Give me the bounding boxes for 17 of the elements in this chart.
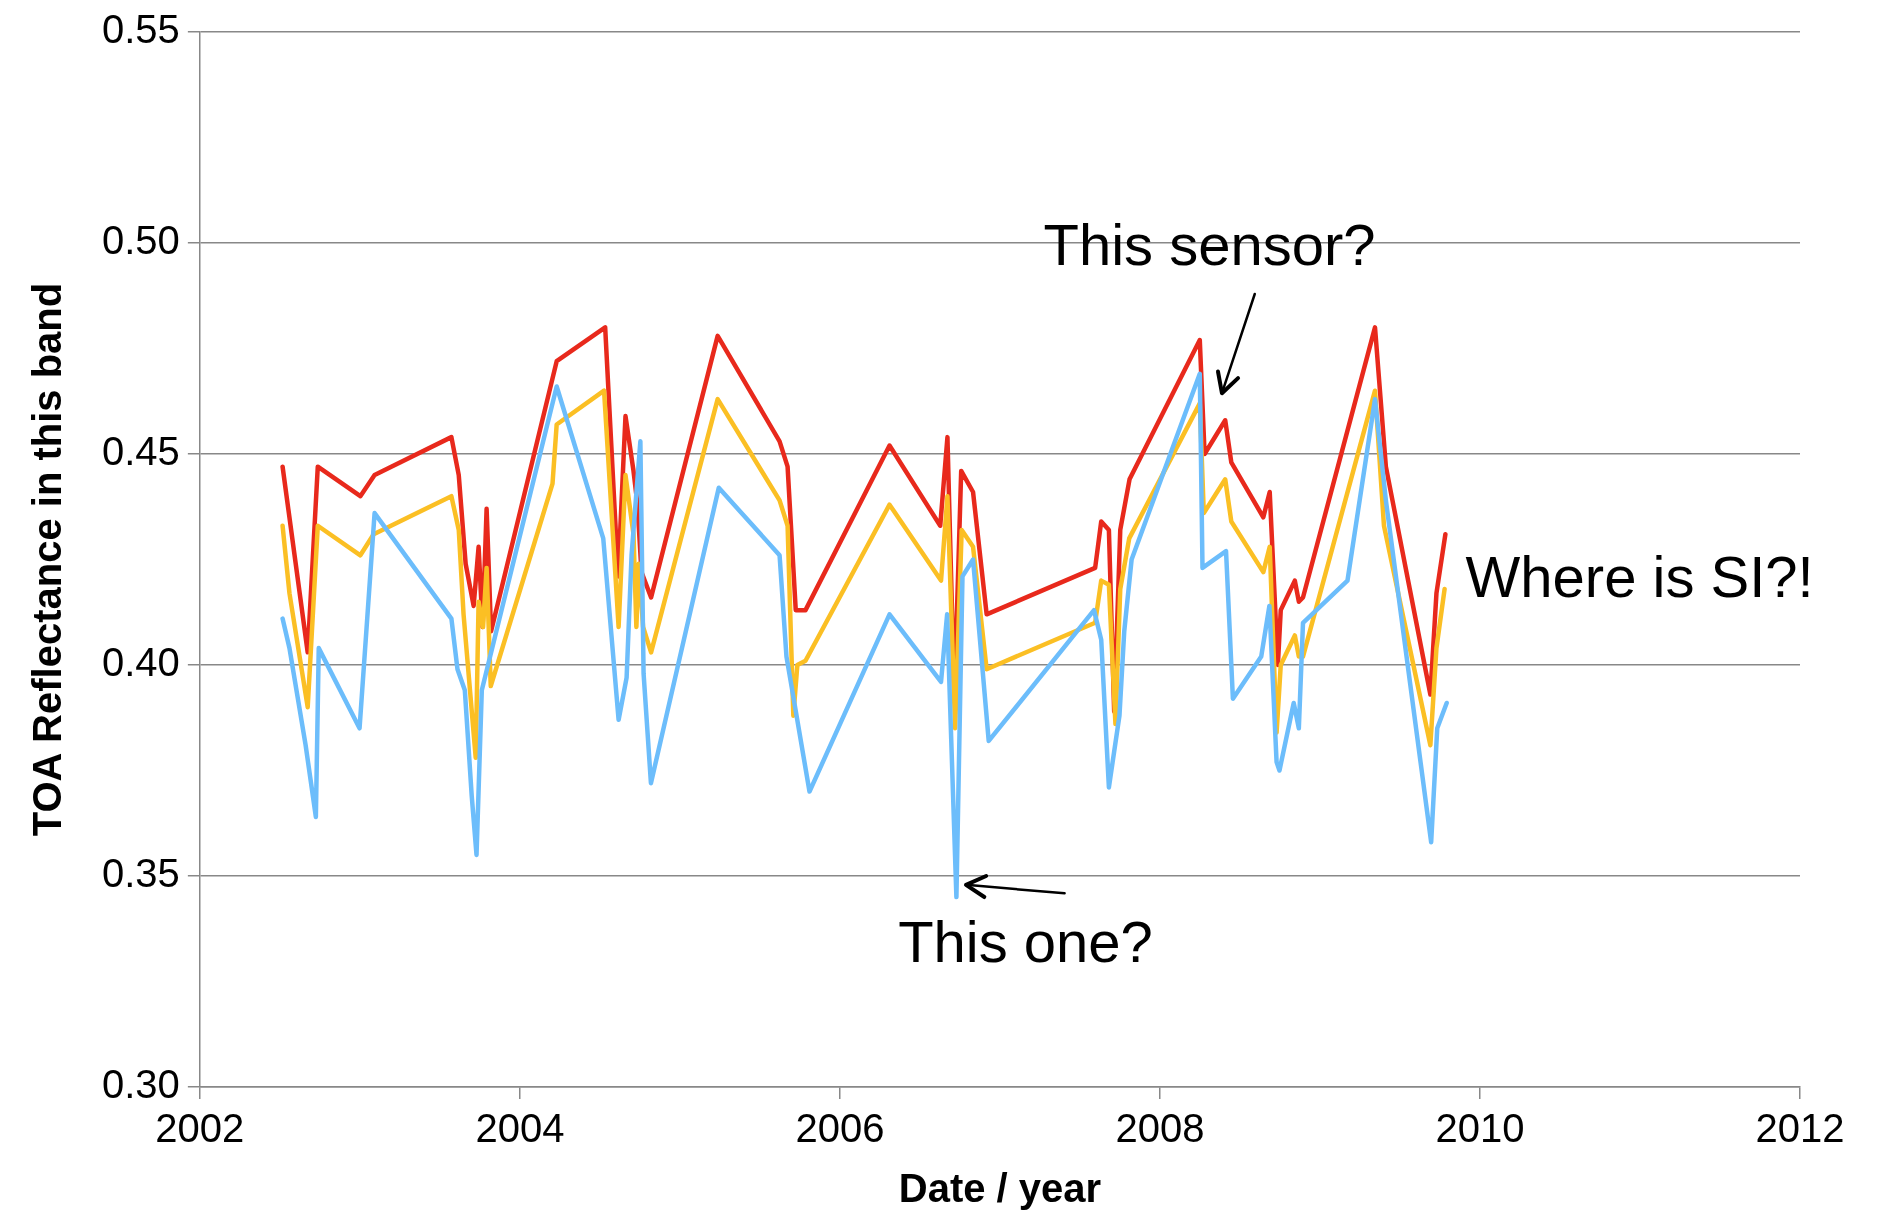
annotation: This sensor? [1043, 212, 1376, 278]
x-tick-label: 2002 [155, 1106, 245, 1151]
annotation: This one? [898, 908, 1153, 974]
x-tick-label: 2010 [1435, 1106, 1525, 1151]
x-tick-label: 2006 [795, 1106, 885, 1151]
y-axis-title: TOA Reflectance in this band [25, 282, 70, 837]
x-axis-title: Date / year [898, 1166, 1102, 1211]
y-tick-label: 0.50 [101, 218, 180, 263]
x-tick-label: 2008 [1115, 1106, 1205, 1151]
y-tick-label: 0.35 [101, 851, 180, 896]
annotation: Where is SI?! [1465, 543, 1814, 609]
y-tick-label: 0.40 [101, 640, 180, 685]
y-tick-label: 0.30 [101, 1062, 180, 1107]
x-tick-label: 2012 [1755, 1106, 1845, 1151]
y-tick-label: 0.55 [101, 7, 180, 52]
y-tick-label: 0.45 [101, 429, 180, 474]
x-tick-label: 2004 [475, 1106, 565, 1151]
